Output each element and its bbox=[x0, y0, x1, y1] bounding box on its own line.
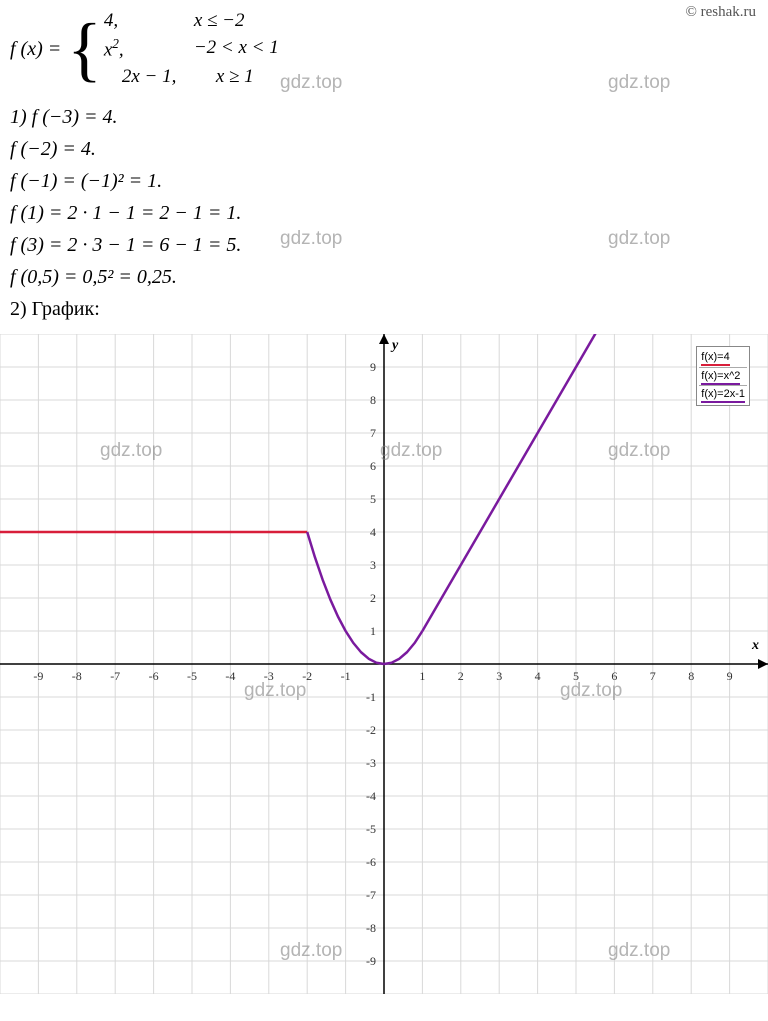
svg-text:3: 3 bbox=[370, 558, 376, 572]
math-line: 2) График: bbox=[10, 294, 758, 324]
attribution: © reshak.ru bbox=[685, 4, 756, 21]
svg-text:-7: -7 bbox=[110, 669, 120, 683]
svg-text:1: 1 bbox=[419, 669, 425, 683]
svg-text:-4: -4 bbox=[225, 669, 235, 683]
svg-text:-8: -8 bbox=[366, 921, 376, 935]
math-line: f (3) = 2 · 3 − 1 = 6 − 1 = 5. bbox=[10, 230, 758, 260]
case-base: x bbox=[104, 39, 112, 60]
x-axis-label: x bbox=[752, 638, 759, 654]
svg-text:4: 4 bbox=[370, 525, 376, 539]
svg-text:8: 8 bbox=[688, 669, 694, 683]
y-axis-label: y bbox=[392, 338, 398, 354]
case-expr: x2, bbox=[104, 35, 194, 64]
svg-text:5: 5 bbox=[370, 492, 376, 506]
case-cond: x ≤ −2 bbox=[194, 8, 245, 35]
svg-text:3: 3 bbox=[496, 669, 502, 683]
case-cond: −2 < x < 1 bbox=[194, 35, 279, 64]
svg-text:9: 9 bbox=[370, 360, 376, 374]
brace: { bbox=[67, 13, 102, 85]
svg-text:8: 8 bbox=[370, 393, 376, 407]
svg-text:-9: -9 bbox=[33, 669, 43, 683]
svg-text:-3: -3 bbox=[366, 756, 376, 770]
svg-text:-4: -4 bbox=[366, 789, 376, 803]
math-line: 1) f (−3) = 4. bbox=[10, 102, 758, 132]
case-after: , bbox=[119, 39, 124, 60]
piecewise-function: f (x) = { 4, x ≤ −2 x2, −2 < x < 1 2x − … bbox=[10, 8, 758, 90]
svg-text:7: 7 bbox=[650, 669, 656, 683]
svg-text:-7: -7 bbox=[366, 888, 376, 902]
svg-text:2: 2 bbox=[458, 669, 464, 683]
svg-text:6: 6 bbox=[370, 459, 376, 473]
svg-text:-6: -6 bbox=[366, 855, 376, 869]
cases: 4, x ≤ −2 x2, −2 < x < 1 2x − 1, x ≥ 1 bbox=[104, 8, 279, 90]
func-lhs: f (x) = bbox=[10, 34, 61, 64]
math-content: f (x) = { 4, x ≤ −2 x2, −2 < x < 1 2x − … bbox=[0, 0, 768, 334]
svg-text:-2: -2 bbox=[366, 723, 376, 737]
svg-text:-8: -8 bbox=[72, 669, 82, 683]
math-line: f (−1) = (−1)² = 1. bbox=[10, 166, 758, 196]
svg-text:-1: -1 bbox=[366, 690, 376, 704]
legend-item: f(x)=2x-1 bbox=[699, 386, 747, 403]
svg-text:9: 9 bbox=[727, 669, 733, 683]
svg-text:-2: -2 bbox=[302, 669, 312, 683]
svg-text:4: 4 bbox=[535, 669, 541, 683]
legend: f(x)=4f(x)=x^2f(x)=2x-1 bbox=[696, 346, 750, 406]
case-row: 2x − 1, x ≥ 1 bbox=[104, 64, 279, 91]
case-sup: 2 bbox=[112, 36, 119, 51]
legend-item: f(x)=x^2 bbox=[699, 368, 747, 386]
svg-text:-6: -6 bbox=[149, 669, 159, 683]
svg-text:1: 1 bbox=[370, 624, 376, 638]
function-chart: -9 -8 -7 -6 -5 -4 -3 -2 -1 1 2 3 4 5 6 7 8 9 -9 -8 -7 -6 -5 -4 -… bbox=[0, 334, 768, 994]
math-line: f (1) = 2 · 1 − 1 = 2 − 1 = 1. bbox=[10, 198, 758, 228]
svg-text:-5: -5 bbox=[187, 669, 197, 683]
svg-text:-3: -3 bbox=[264, 669, 274, 683]
svg-text:6: 6 bbox=[611, 669, 617, 683]
case-row: 4, x ≤ −2 bbox=[104, 8, 279, 35]
svg-text:-9: -9 bbox=[366, 954, 376, 968]
legend-item: f(x)=4 bbox=[699, 349, 747, 367]
svg-text:2: 2 bbox=[370, 591, 376, 605]
case-expr: 4, bbox=[104, 8, 194, 35]
math-line: f (0,5) = 0,5² = 0,25. bbox=[10, 262, 758, 292]
chart-container: -9 -8 -7 -6 -5 -4 -3 -2 -1 1 2 3 4 5 6 7 8 9 -9 -8 -7 -6 -5 -4 -… bbox=[0, 334, 768, 999]
svg-text:5: 5 bbox=[573, 669, 579, 683]
case-expr: 2x − 1, bbox=[104, 64, 194, 91]
math-line: f (−2) = 4. bbox=[10, 134, 758, 164]
svg-text:7: 7 bbox=[370, 426, 376, 440]
case-cond: x ≥ 1 bbox=[194, 64, 254, 91]
svg-text:-5: -5 bbox=[366, 822, 376, 836]
svg-text:-1: -1 bbox=[341, 669, 351, 683]
case-row: x2, −2 < x < 1 bbox=[104, 35, 279, 64]
